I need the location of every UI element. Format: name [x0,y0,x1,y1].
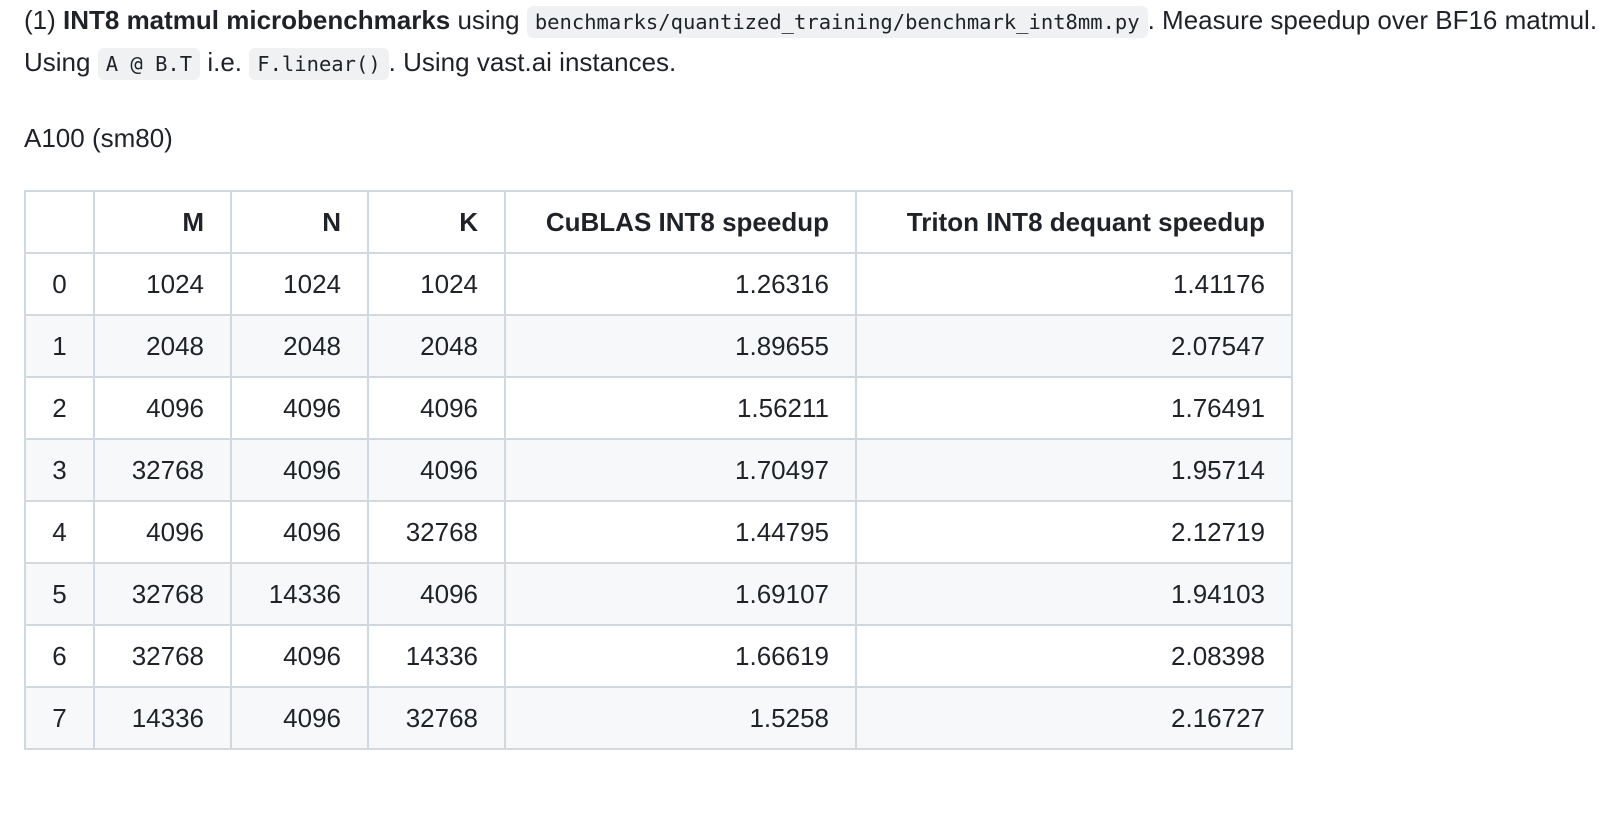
code-benchmark-path: benchmarks/quantized_training/benchmark_… [526,6,1148,38]
cell-m: 2048 [93,314,232,378]
cell-n: 4096 [230,376,369,440]
cell-cublas-speedup: 1.69107 [504,562,857,626]
cell-cublas-speedup: 1.89655 [504,314,857,378]
cell-k: 4096 [367,376,506,440]
cell-triton-speedup: 1.76491 [855,376,1293,440]
cell-cublas-speedup: 1.44795 [504,500,857,564]
cell-cublas-speedup: 1.56211 [504,376,857,440]
intro-text-4: . Using vast.ai instances. [388,47,677,77]
cell-index: 7 [24,686,95,750]
cell-m: 4096 [93,376,232,440]
intro-prefix: (1) [24,5,63,35]
cell-n: 14336 [230,562,369,626]
cell-n: 4096 [230,500,369,564]
cell-cublas-speedup: 1.5258 [504,686,857,750]
intro-bold-title: INT8 matmul microbenchmarks [63,5,451,35]
cell-k: 32768 [367,500,506,564]
cell-n: 2048 [230,314,369,378]
table-row: 0 1024 1024 1024 1.26316 1.41176 [24,252,1293,316]
cell-index: 6 [24,624,95,688]
code-matmul-expr: A @ B.T [97,48,201,80]
table-header: M N K CuBLAS INT8 speedup Triton INT8 de… [24,190,1293,254]
header-index [24,190,95,254]
cell-k: 14336 [367,624,506,688]
header-k: K [367,190,506,254]
cell-triton-speedup: 1.94103 [855,562,1293,626]
cell-triton-speedup: 1.95714 [855,438,1293,502]
markdown-body: (1) INT8 matmul microbenchmarks using be… [24,0,1612,750]
cell-triton-speedup: 2.12719 [855,500,1293,564]
cell-triton-speedup: 2.16727 [855,686,1293,750]
cell-triton-speedup: 2.07547 [855,314,1293,378]
intro-text-1: using [450,5,527,35]
cell-index: 0 [24,252,95,316]
table-row: 1 2048 2048 2048 1.89655 2.07547 [24,314,1293,378]
cell-cublas-speedup: 1.26316 [504,252,857,316]
cell-triton-speedup: 1.41176 [855,252,1293,316]
header-cublas-speedup: CuBLAS INT8 speedup [504,190,857,254]
cell-k: 4096 [367,562,506,626]
code-linear-fn: F.linear() [249,48,389,80]
cell-k: 1024 [367,252,506,316]
intro-text-2: . Measure speedup over BF16 matmul. Usin… [24,5,1598,77]
cell-index: 3 [24,438,95,502]
table-header-row: M N K CuBLAS INT8 speedup Triton INT8 de… [24,190,1293,254]
cell-triton-speedup: 2.08398 [855,624,1293,688]
table-row: 2 4096 4096 4096 1.56211 1.76491 [24,376,1293,440]
cell-m: 4096 [93,500,232,564]
cell-index: 5 [24,562,95,626]
cell-index: 2 [24,376,95,440]
intro-text-3: i.e. [200,47,250,77]
table-body: 0 1024 1024 1024 1.26316 1.41176 1 2048 … [24,252,1293,750]
cell-n: 4096 [230,438,369,502]
table-row: 3 32768 4096 4096 1.70497 1.95714 [24,438,1293,502]
table-row: 4 4096 4096 32768 1.44795 2.12719 [24,500,1293,564]
cell-m: 1024 [93,252,232,316]
table-row: 7 14336 4096 32768 1.5258 2.16727 [24,686,1293,750]
header-triton-speedup: Triton INT8 dequant speedup [855,190,1293,254]
cell-m: 32768 [93,562,232,626]
cell-n: 1024 [230,252,369,316]
benchmark-table: M N K CuBLAS INT8 speedup Triton INT8 de… [24,190,1293,750]
cell-m: 32768 [93,624,232,688]
cell-index: 1 [24,314,95,378]
cell-n: 4096 [230,686,369,750]
cell-index: 4 [24,500,95,564]
header-m: M [93,190,232,254]
cell-n: 4096 [230,624,369,688]
intro-paragraph: (1) INT8 matmul microbenchmarks using be… [24,0,1612,84]
header-n: N [230,190,369,254]
cell-k: 4096 [367,438,506,502]
table-row: 6 32768 4096 14336 1.66619 2.08398 [24,624,1293,688]
section-label: A100 (sm80) [24,123,173,153]
cell-m: 32768 [93,438,232,502]
cell-m: 14336 [93,686,232,750]
cell-k: 2048 [367,314,506,378]
cell-cublas-speedup: 1.70497 [504,438,857,502]
table-row: 5 32768 14336 4096 1.69107 1.94103 [24,562,1293,626]
cell-cublas-speedup: 1.66619 [504,624,857,688]
cell-k: 32768 [367,686,506,750]
